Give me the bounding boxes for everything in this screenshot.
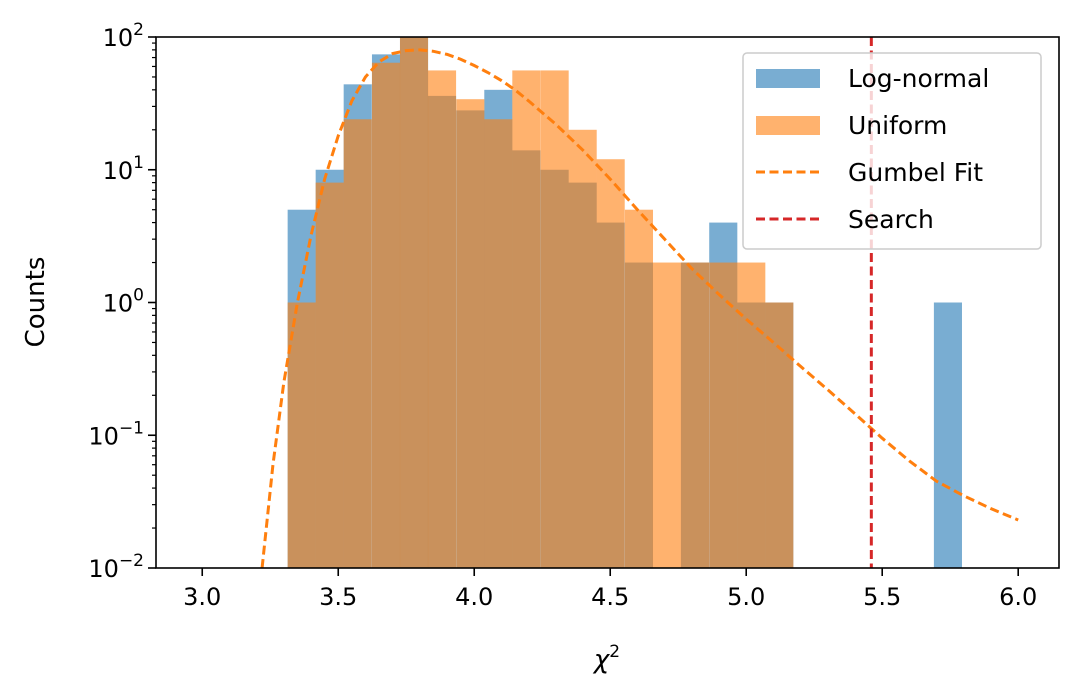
x-tick-label-5: 5.5 <box>863 583 901 611</box>
x-tick-label-0: 3.0 <box>183 583 221 611</box>
legend-swatch-uniform <box>756 116 820 135</box>
bar-uniform-2 <box>343 119 372 568</box>
bar-uniform-5 <box>427 70 457 568</box>
legend-label-gumbel-fit: Gumbel Fit <box>848 158 983 187</box>
y-tick-label-1: 10−1 <box>88 418 144 450</box>
bar-uniform-7 <box>484 119 513 568</box>
legend: Log-normal Uniform Gumbel Fit Search <box>742 52 1042 250</box>
bar-uniform-13 <box>652 262 682 568</box>
x-tick-label-3: 4.5 <box>591 583 629 611</box>
bar-uniform-10 <box>568 129 597 568</box>
legend-label-uniform: Uniform <box>848 111 947 140</box>
bar-uniform-11 <box>596 159 625 568</box>
x-tick-label-6: 6.0 <box>999 583 1037 611</box>
bar-uniform-15 <box>709 262 738 568</box>
y-axis-label: Counts <box>21 257 51 348</box>
legend-label-search: Search <box>848 205 934 234</box>
x-tick-label-2: 4.0 <box>455 583 493 611</box>
y-tick-label-3: 101 <box>103 153 144 185</box>
x-tick-label-4: 5.0 <box>727 583 765 611</box>
bar-uniform-1 <box>315 182 344 568</box>
bar-uniform-4 <box>399 37 429 568</box>
legend-swatch-log-normal <box>756 69 820 88</box>
bar-uniform-16 <box>737 262 766 568</box>
bar-uniform-8 <box>512 70 541 568</box>
bar-uniform-3 <box>371 62 401 568</box>
bar-uniform-6 <box>456 99 485 568</box>
bar-uniform-9 <box>540 70 569 568</box>
legend-box <box>742 52 1042 250</box>
bar-uniform-14 <box>680 262 710 568</box>
y-tick-label-4: 102 <box>103 20 144 52</box>
y-tick-label-2: 100 <box>103 286 144 318</box>
line-gumbel-fit <box>260 48 1019 568</box>
bar-uniform-12 <box>624 209 654 568</box>
x-tick-label-1: 3.5 <box>319 583 357 611</box>
bar-uniform-17 <box>765 302 794 568</box>
axis-ticks: 3.0 3.5 4.0 4.5 5.0 5.5 6.0 10−2 10−1 100 101 102 <box>88 20 1037 611</box>
bar-log-normal-18 <box>933 302 962 568</box>
x-axis-label: χ2 <box>592 642 620 675</box>
bar-uniform-0 <box>287 302 316 568</box>
legend-label-log-normal: Log-normal <box>848 64 989 93</box>
histogram-bars <box>287 37 962 568</box>
y-tick-label-0: 10−2 <box>88 551 144 583</box>
